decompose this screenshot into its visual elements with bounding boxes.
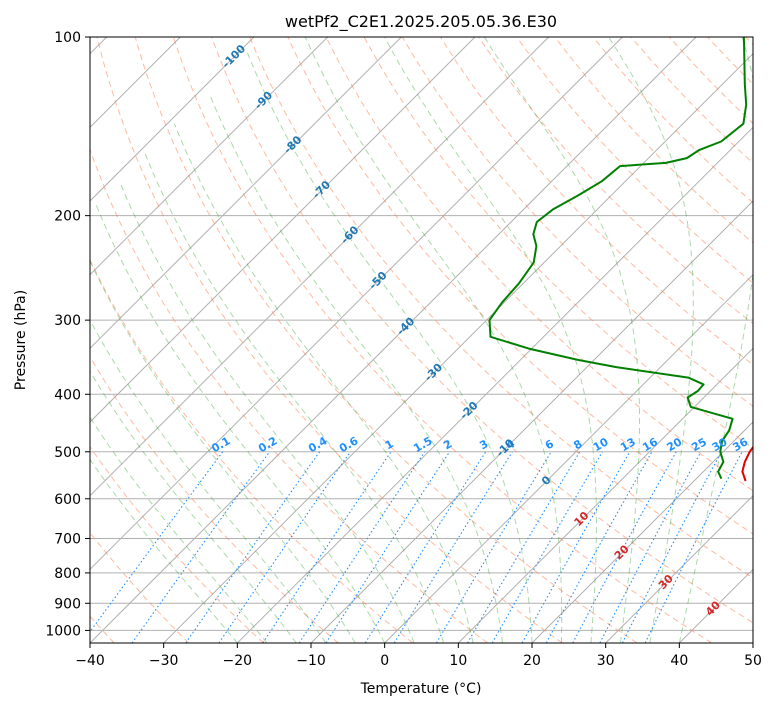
moist-adiabat (90, 370, 297, 643)
x-tick-label: −30 (149, 653, 179, 669)
dewpoint-profile-line (488, 37, 748, 480)
mixing-ratio-line (364, 451, 487, 643)
y-axis-label: Pressure (hPa) (13, 290, 29, 390)
moist-adiabat (94, 202, 386, 643)
x-tick-label: 40 (670, 653, 688, 669)
dry-adiabat (325, 37, 753, 492)
moist-adiabat (90, 458, 238, 643)
moist-adiabat (90, 259, 356, 643)
y-tick-label: 900 (54, 596, 81, 612)
y-tick-label: 800 (54, 566, 81, 582)
x-tick-label: 20 (523, 653, 541, 669)
y-tick-label: 400 (54, 387, 81, 403)
background-reference-lines (90, 37, 753, 643)
isotherm-line (163, 52, 753, 643)
y-tick-label: 600 (54, 492, 81, 508)
mixing-ratio-line (185, 451, 321, 643)
isotherm-line (531, 421, 753, 643)
x-axis-label: Temperature (°C) (360, 681, 482, 697)
moist-adiabat (173, 123, 474, 643)
sounding-series (488, 37, 753, 482)
isotherm-line (605, 494, 753, 643)
dry-adiabat (516, 37, 753, 284)
isotherm-line (90, 37, 697, 643)
isotherm-line (90, 37, 255, 202)
moist-adiabat (608, 37, 694, 643)
mixing-ratio-line (218, 451, 351, 643)
dry-adiabat (134, 37, 638, 643)
isotherm-line (90, 37, 623, 571)
moist-adiabat (119, 181, 415, 643)
moist-adiabat (90, 319, 327, 643)
mixing-ratio-line (644, 451, 743, 643)
dry-adiabat (90, 258, 414, 643)
y-tick-label: 500 (54, 445, 81, 461)
mixing-ratio-line (435, 451, 552, 643)
plot-frame (89, 36, 754, 644)
mixing-ratio-line (90, 451, 224, 633)
x-tick-label: −10 (296, 653, 326, 669)
x-tick-label: −20 (223, 653, 253, 669)
y-tick-label: 100 (54, 30, 81, 46)
mixing-ratio-line (131, 451, 271, 643)
x-axis-ticks: −40 −30 −20 −10 0 10 20 30 40 50 (75, 643, 762, 669)
moist-adiabat (384, 37, 597, 643)
chart-title: wetPf2_C2E1.2025.205.05.36.E30 (285, 12, 557, 32)
moist-adiabat (304, 37, 563, 643)
x-tick-label: 0 (380, 653, 389, 669)
moist-adiabat (90, 416, 268, 643)
isotherm-line (90, 37, 402, 350)
isotherm-line (384, 273, 753, 643)
mixing-ratio-line (521, 451, 631, 643)
moist-adiabat (143, 149, 445, 643)
mixing-ratio-line (599, 451, 702, 643)
moist-adiabat (209, 94, 503, 643)
dry-adiabat (287, 37, 753, 535)
dry-adiabat (249, 37, 753, 579)
dry-adiabat (90, 355, 339, 643)
x-tick-label: 50 (744, 653, 762, 669)
dry-adiabat (96, 37, 563, 643)
isotherm-line (236, 126, 753, 643)
dry-adiabat (172, 37, 712, 643)
y-tick-label: 700 (54, 532, 81, 548)
x-tick-label: 30 (597, 653, 615, 669)
x-tick-label: 10 (449, 653, 467, 669)
isotherm-line (90, 37, 329, 276)
isotherm-line (457, 347, 753, 643)
mixing-ratio-line (298, 451, 426, 643)
isotherm-line (90, 37, 550, 497)
dry-adiabat (211, 37, 753, 624)
mixing-ratio-line (545, 451, 653, 643)
mixing-ratio-line (325, 451, 451, 643)
y-tick-label: 300 (54, 313, 81, 329)
dry-adiabat (90, 445, 264, 643)
moist-adiabat (483, 37, 640, 643)
moist-adiabat (678, 37, 753, 643)
moist-adiabat (245, 49, 533, 643)
y-tick-label: 1000 (45, 623, 81, 639)
x-tick-label: −40 (75, 653, 105, 669)
mixing-ratio-line (572, 451, 677, 643)
y-axis-ticks: 100 200 300 400 500 600 700 800 900 1000 (45, 30, 90, 639)
mixing-ratio-line (262, 451, 392, 643)
isotherm-line (90, 37, 476, 423)
y-tick-label: 200 (54, 209, 81, 225)
